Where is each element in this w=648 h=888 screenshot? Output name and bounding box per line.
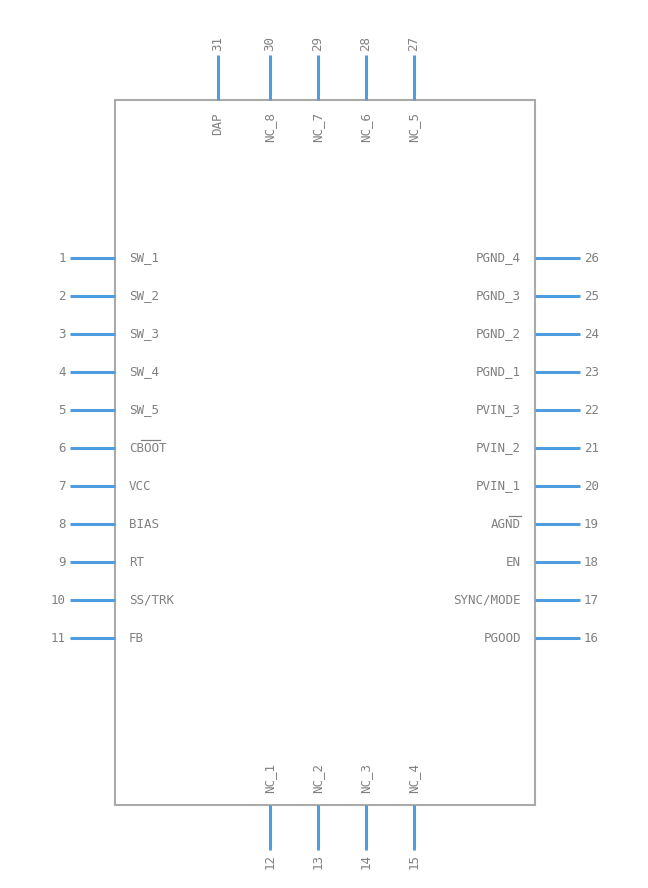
Text: NC_6: NC_6 <box>360 112 373 142</box>
Text: 27: 27 <box>408 36 421 51</box>
Text: SW_3: SW_3 <box>129 328 159 340</box>
Text: 24: 24 <box>584 328 599 340</box>
Text: PGND_4: PGND_4 <box>476 251 521 265</box>
Text: 18: 18 <box>584 556 599 568</box>
Text: PGND_2: PGND_2 <box>476 328 521 340</box>
Text: 10: 10 <box>51 593 66 607</box>
Text: RT: RT <box>129 556 144 568</box>
Text: NC_1: NC_1 <box>264 763 277 793</box>
Text: 26: 26 <box>584 251 599 265</box>
Text: NC_3: NC_3 <box>360 763 373 793</box>
Text: PVIN_3: PVIN_3 <box>476 403 521 416</box>
Text: NC_4: NC_4 <box>408 763 421 793</box>
Text: 4: 4 <box>58 366 66 378</box>
Text: 2: 2 <box>58 289 66 303</box>
Text: 3: 3 <box>58 328 66 340</box>
Text: 21: 21 <box>584 441 599 455</box>
Text: BIAS: BIAS <box>129 518 159 530</box>
Text: 6: 6 <box>58 441 66 455</box>
Text: PVIN_1: PVIN_1 <box>476 480 521 493</box>
Text: SW_4: SW_4 <box>129 366 159 378</box>
Text: 23: 23 <box>584 366 599 378</box>
Text: 5: 5 <box>58 403 66 416</box>
Text: 12: 12 <box>264 854 277 869</box>
Text: DAP: DAP <box>211 112 224 134</box>
Text: SW_2: SW_2 <box>129 289 159 303</box>
Text: 17: 17 <box>584 593 599 607</box>
Text: 16: 16 <box>584 631 599 645</box>
Text: 30: 30 <box>264 36 277 51</box>
Text: 8: 8 <box>58 518 66 530</box>
Text: SYNC/MODE: SYNC/MODE <box>454 593 521 607</box>
Text: 9: 9 <box>58 556 66 568</box>
Text: EN: EN <box>506 556 521 568</box>
Text: NC_8: NC_8 <box>264 112 277 142</box>
Text: 13: 13 <box>312 854 325 869</box>
Text: 31: 31 <box>211 36 224 51</box>
Text: 29: 29 <box>312 36 325 51</box>
Text: 19: 19 <box>584 518 599 530</box>
Text: SW_5: SW_5 <box>129 403 159 416</box>
Text: SW_1: SW_1 <box>129 251 159 265</box>
Bar <box>115 100 535 805</box>
Text: 20: 20 <box>584 480 599 493</box>
Text: 14: 14 <box>360 854 373 869</box>
Text: PVIN_2: PVIN_2 <box>476 441 521 455</box>
Text: 28: 28 <box>360 36 373 51</box>
Text: 15: 15 <box>408 854 421 869</box>
Text: NC_5: NC_5 <box>408 112 421 142</box>
Text: 25: 25 <box>584 289 599 303</box>
Text: PGND_3: PGND_3 <box>476 289 521 303</box>
Text: 1: 1 <box>58 251 66 265</box>
Text: PGOOD: PGOOD <box>483 631 521 645</box>
Text: NC_7: NC_7 <box>312 112 325 142</box>
Text: VCC: VCC <box>129 480 152 493</box>
Text: 11: 11 <box>51 631 66 645</box>
Text: 22: 22 <box>584 403 599 416</box>
Text: PGND_1: PGND_1 <box>476 366 521 378</box>
Text: NC_2: NC_2 <box>312 763 325 793</box>
Text: CBOOT: CBOOT <box>129 441 167 455</box>
Text: AGND: AGND <box>491 518 521 530</box>
Text: FB: FB <box>129 631 144 645</box>
Text: 7: 7 <box>58 480 66 493</box>
Text: SS/TRK: SS/TRK <box>129 593 174 607</box>
